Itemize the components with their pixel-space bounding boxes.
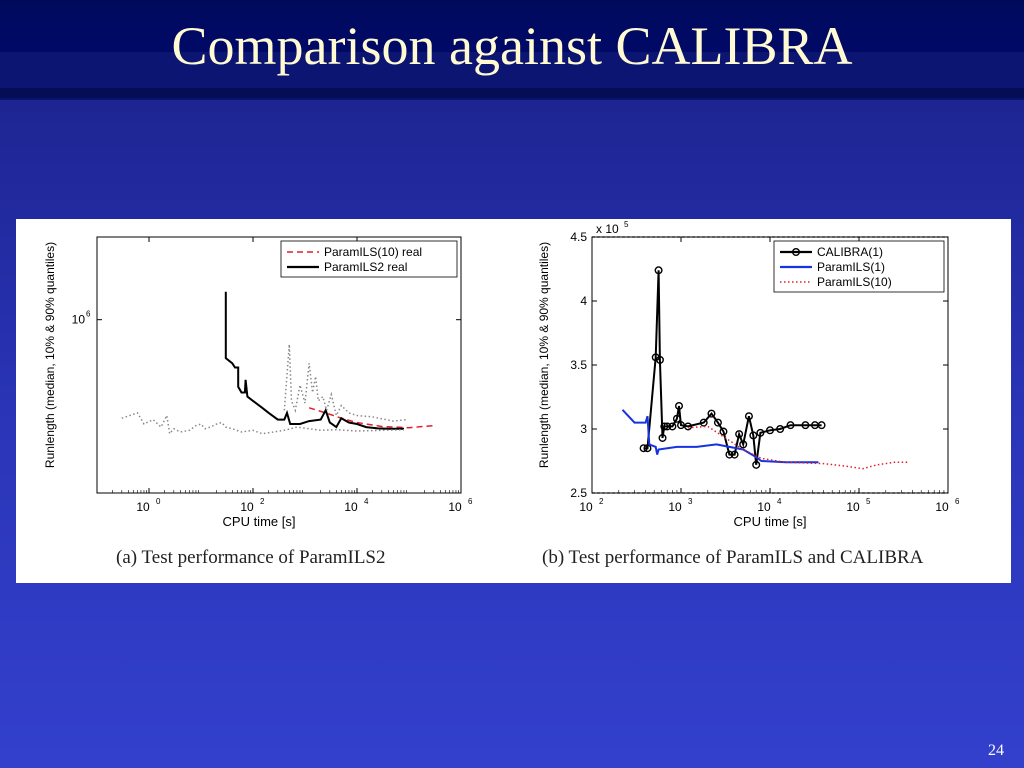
data-point xyxy=(707,409,716,418)
data-point xyxy=(749,431,758,440)
y-tick-exponent: 6 xyxy=(86,310,91,319)
data-point xyxy=(675,401,684,410)
x-tick-label: 10 xyxy=(448,500,462,514)
data-point xyxy=(672,414,681,423)
y-tick-label: 2.5 xyxy=(570,486,587,500)
figure-panel: 10 0 10 2 10 4 10 6 10 6 CPU time [s] Runlength (me… xyxy=(16,219,1011,583)
x-tick-label: 10 xyxy=(935,500,949,514)
data-point xyxy=(655,355,664,364)
x-tick-exponent: 6 xyxy=(468,497,473,506)
y-tick-label: 4.5 xyxy=(570,230,587,244)
data-point xyxy=(730,450,739,459)
data-point xyxy=(719,427,728,436)
x-tick-exponent: 2 xyxy=(260,497,265,506)
y-tick-label: 4 xyxy=(580,294,587,308)
series-line xyxy=(308,407,434,429)
series-line xyxy=(121,411,405,436)
legend-box xyxy=(280,240,458,278)
x-tick-label: 10 xyxy=(668,500,682,514)
x-tick-exponent: 3 xyxy=(688,497,693,506)
data-point xyxy=(725,450,734,459)
data-point xyxy=(766,426,775,435)
x-tick-exponent: 4 xyxy=(777,497,782,506)
data-point xyxy=(684,422,693,431)
legend-entry: ParamILS(1) xyxy=(817,260,885,274)
header-stripe-dark xyxy=(0,88,1024,98)
data-point xyxy=(801,421,810,430)
series-line xyxy=(283,344,407,422)
x-tick-label: 10 xyxy=(136,500,150,514)
y-axis-label: Runlength (median, 10% & 90% quantiles) xyxy=(43,242,57,468)
slide-title: Comparison against CALIBRA xyxy=(171,16,853,76)
y-tick-label: 3.5 xyxy=(570,358,587,372)
data-point xyxy=(756,428,765,437)
y-axis-label: Runlength (median, 10% & 90% quantiles) xyxy=(537,242,551,468)
x-tick-exponent: 6 xyxy=(955,497,960,506)
series-line xyxy=(224,291,404,430)
y-tick-label: 3 xyxy=(580,422,587,436)
header-band xyxy=(0,0,1024,100)
data-point xyxy=(776,424,785,433)
data-point xyxy=(744,412,753,421)
x-tick-label: 10 xyxy=(579,500,593,514)
data-point xyxy=(663,422,672,431)
legend-entry: ParamILS(10) real xyxy=(324,245,422,259)
chart-a-caption: (a) Test performance of ParamILS2 xyxy=(116,547,386,568)
y-multiplier-exponent: 5 xyxy=(624,220,629,229)
x-tick-exponent: 0 xyxy=(156,497,161,506)
data-point xyxy=(735,430,744,439)
header-stripe xyxy=(0,52,1024,88)
plot-frame xyxy=(96,236,462,494)
x-axis-label: CPU time [s] xyxy=(734,514,807,529)
page-number: 24 xyxy=(988,742,1004,759)
data-point xyxy=(654,266,663,275)
data-point xyxy=(739,440,748,449)
data-point xyxy=(713,418,722,427)
data-point xyxy=(639,444,648,453)
x-tick-exponent: 4 xyxy=(364,497,369,506)
legend-entry: CALIBRA(1) xyxy=(817,245,883,259)
data-point xyxy=(817,421,826,430)
y-tick-label: 10 xyxy=(72,313,86,327)
data-point xyxy=(658,433,667,442)
data-point xyxy=(668,422,677,431)
chart-b-caption: (b) Test performance of ParamILS and CAL… xyxy=(542,547,924,568)
x-tick-exponent: 2 xyxy=(599,497,604,506)
legend-entry: ParamILS2 real xyxy=(324,260,407,274)
x-axis-label: CPU time [s] xyxy=(223,514,296,529)
x-tick-label: 10 xyxy=(757,500,771,514)
data-point xyxy=(699,418,708,427)
x-tick-label: 10 xyxy=(344,500,358,514)
data-point xyxy=(643,444,652,453)
chart-b: 10 2 10 3 10 4 10 5 10 6 2.5 3 3.5 4 4.5 x 10 5 CPU time … xyxy=(537,220,960,529)
legend: CALIBRA(1)ParamILS(1)ParamILS(10) xyxy=(773,240,945,293)
legend-entry: ParamILS(10) xyxy=(817,275,892,289)
series-line xyxy=(621,409,819,464)
y-multiplier-label: x 10 xyxy=(596,222,619,236)
data-point xyxy=(786,421,795,430)
data-point xyxy=(660,422,669,431)
x-tick-label: 10 xyxy=(240,500,254,514)
x-tick-exponent: 5 xyxy=(866,497,871,506)
series-line xyxy=(643,270,822,465)
legend-marker xyxy=(792,248,801,257)
data-point xyxy=(752,460,761,469)
x-tick-label: 10 xyxy=(846,500,860,514)
